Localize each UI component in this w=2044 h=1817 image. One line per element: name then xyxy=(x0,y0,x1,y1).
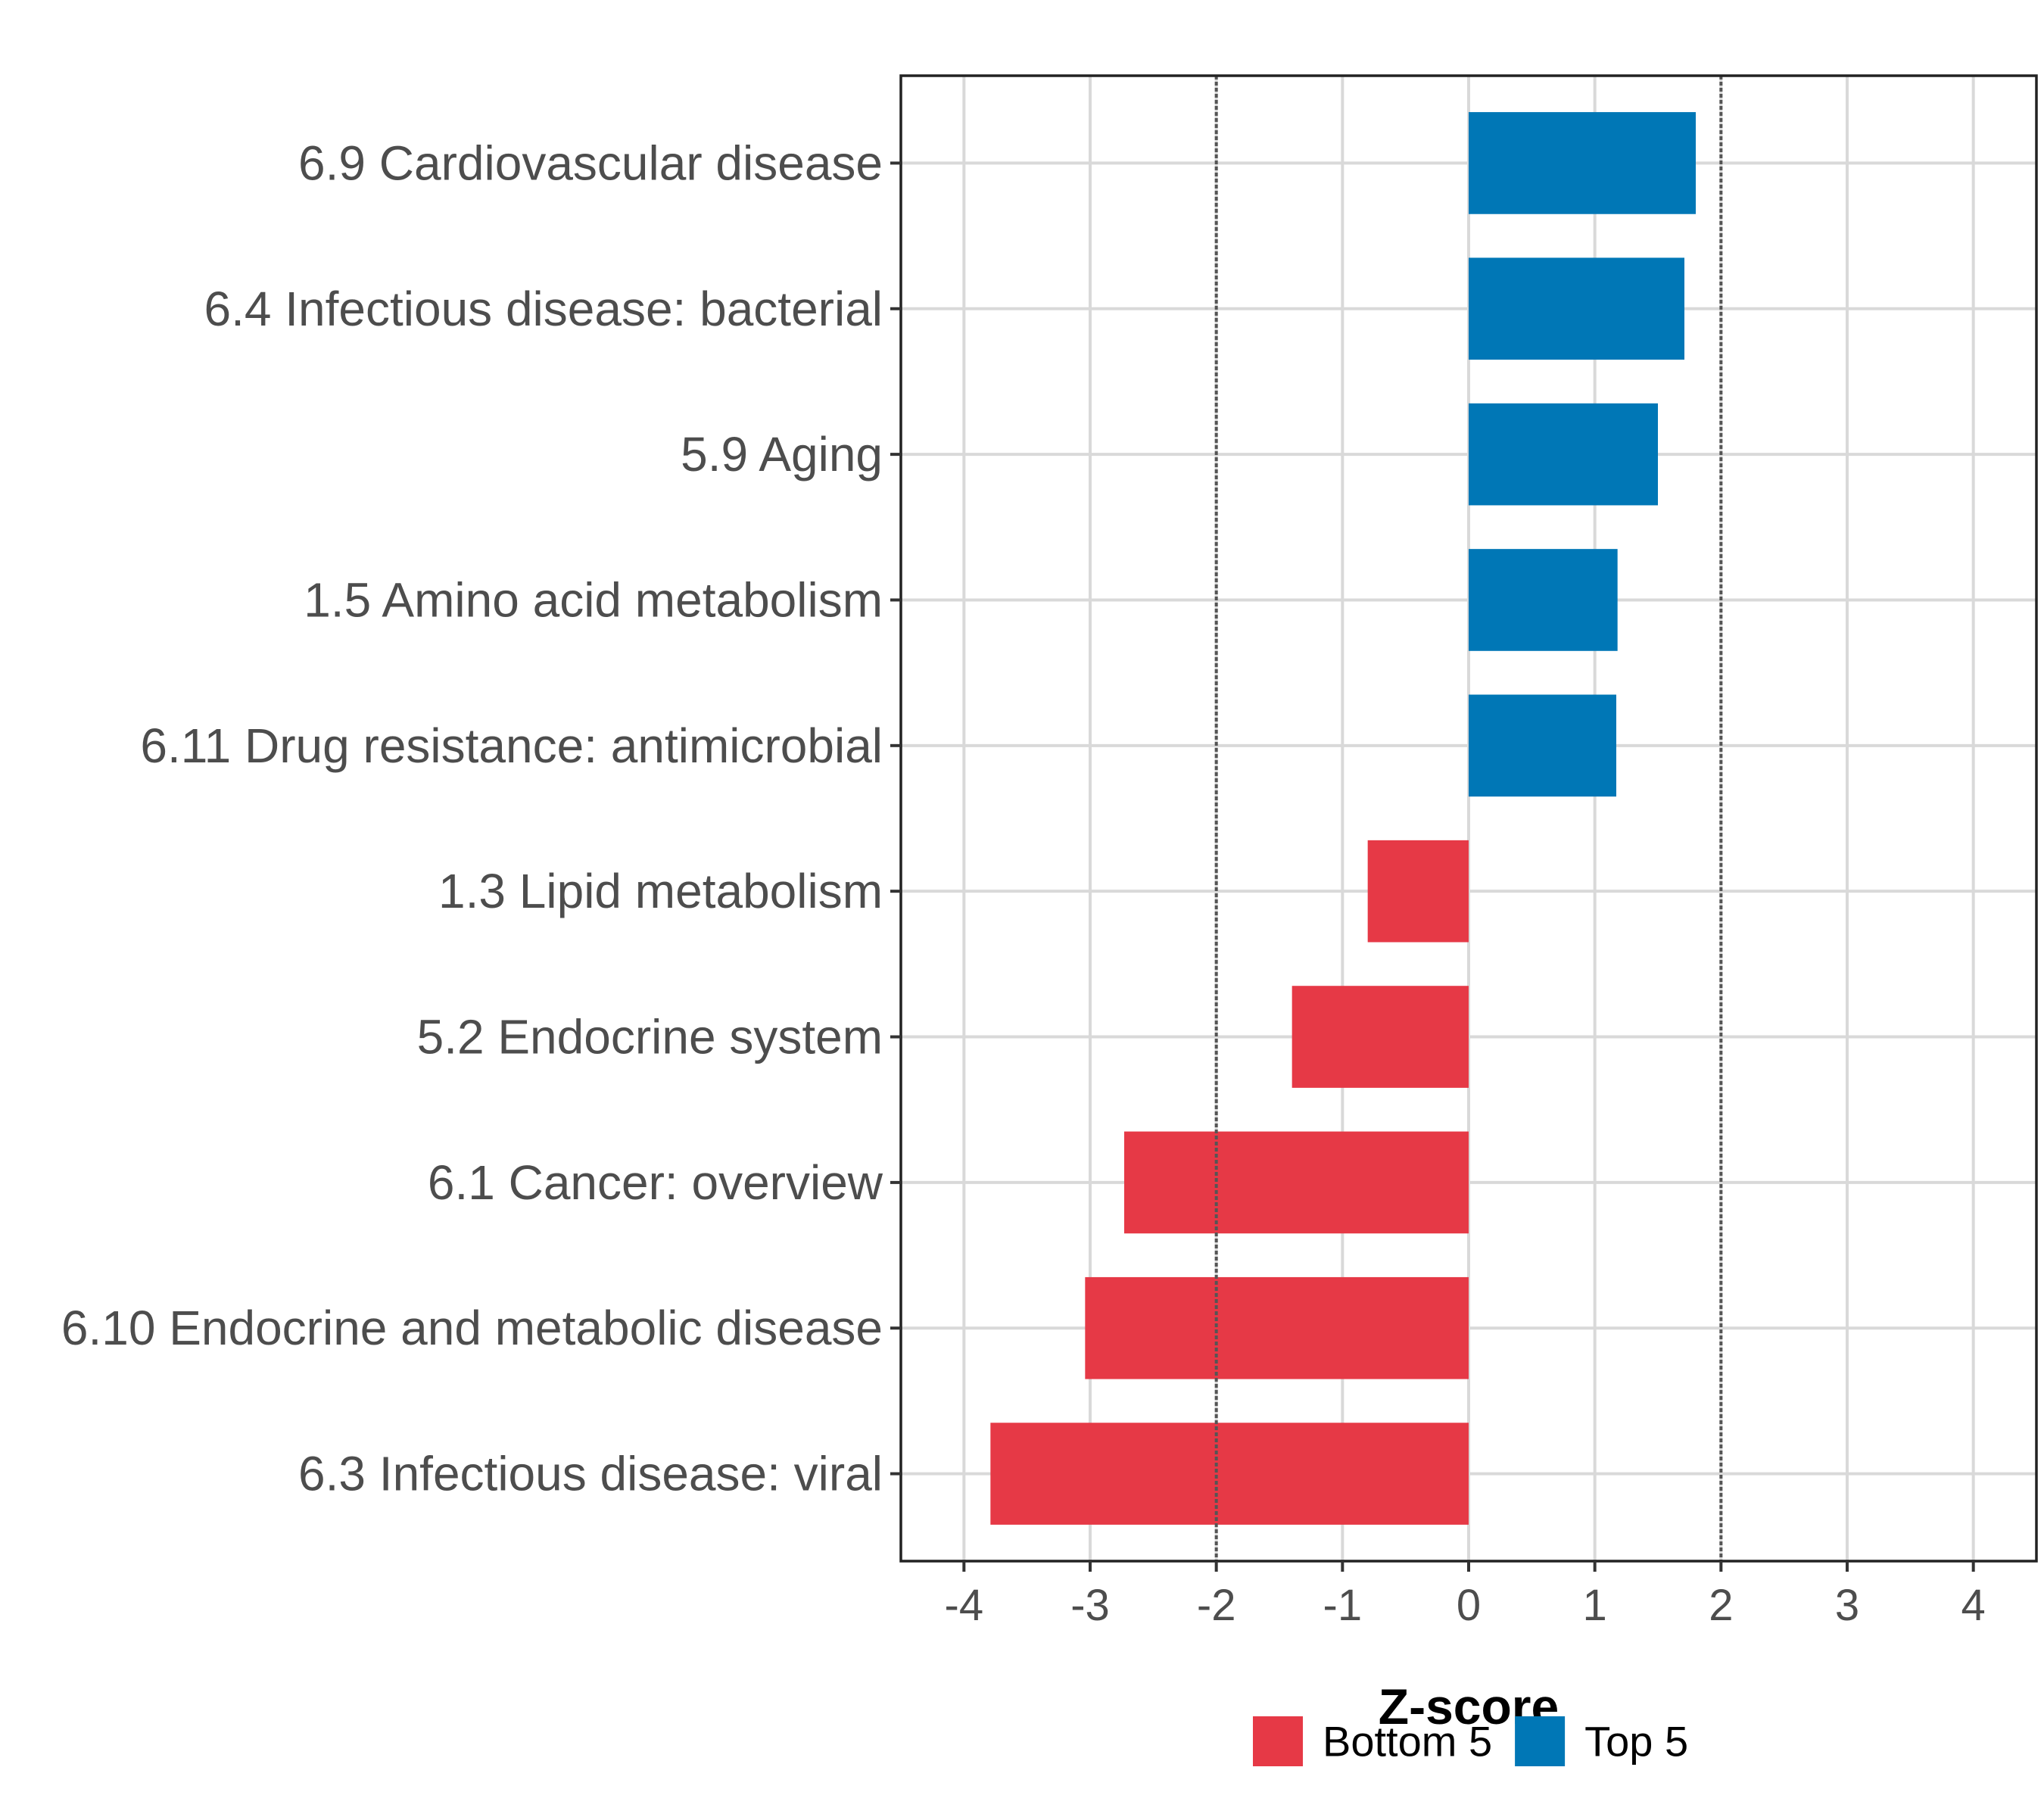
category-label: 5.9 Aging xyxy=(681,427,883,482)
bar-7 xyxy=(1292,986,1469,1088)
x-tick-label: 4 xyxy=(1961,1581,1986,1630)
bars xyxy=(990,112,1696,1525)
x-tick-label: 1 xyxy=(1583,1581,1607,1630)
bar-8 xyxy=(1124,1131,1469,1234)
category-label: 6.4 Infectious disease: bacterial xyxy=(204,282,883,336)
category-label: 6.10 Endocrine and metabolic disease xyxy=(61,1301,883,1355)
bar-10 xyxy=(990,1423,1469,1525)
legend-label: Bottom 5 xyxy=(1323,1718,1492,1766)
y-axis-ticks: 6.9 Cardiovascular disease 6.4 Infectious… xyxy=(61,136,901,1501)
x-tick-label: -1 xyxy=(1323,1581,1363,1630)
bar-1 xyxy=(1469,112,1696,214)
x-tick-label: 0 xyxy=(1457,1581,1481,1630)
x-tick-label: 3 xyxy=(1835,1581,1859,1630)
category-label: 1.3 Lipid metabolism xyxy=(438,864,883,918)
category-label: 5.2 Endocrine system xyxy=(417,1010,883,1064)
bar-9 xyxy=(1085,1276,1469,1379)
reference-lines xyxy=(1214,76,1723,1561)
x-axis-ticks: -4 -3 -2 -1 0 1 2 3 4 xyxy=(945,1561,1986,1630)
x-tick-label: -4 xyxy=(945,1581,984,1630)
category-label: 6.9 Cardiovascular disease xyxy=(298,136,883,190)
category-label: 6.11 Drug resistance: antimicrobial xyxy=(140,718,883,773)
x-tick-label: -3 xyxy=(1070,1581,1110,1630)
category-label: 6.3 Infectious disease: viral xyxy=(298,1447,883,1501)
category-label: 1.5 Amino acid metabolism xyxy=(304,572,883,627)
bar-5 xyxy=(1469,694,1616,797)
legend-swatch xyxy=(1253,1716,1303,1766)
x-tick-label: -2 xyxy=(1197,1581,1236,1630)
category-label: 6.1 Cancer: overview xyxy=(428,1155,883,1210)
legend-swatch xyxy=(1515,1716,1566,1766)
bar-6 xyxy=(1367,840,1469,943)
bar-4 xyxy=(1469,549,1618,651)
bar-3 xyxy=(1469,403,1658,506)
bar-2 xyxy=(1469,257,1684,360)
x-tick-label: 2 xyxy=(1709,1581,1733,1630)
legend-label: Top 5 xyxy=(1584,1718,1688,1766)
legend: Bottom 5 Top 5 xyxy=(1253,1716,1688,1766)
